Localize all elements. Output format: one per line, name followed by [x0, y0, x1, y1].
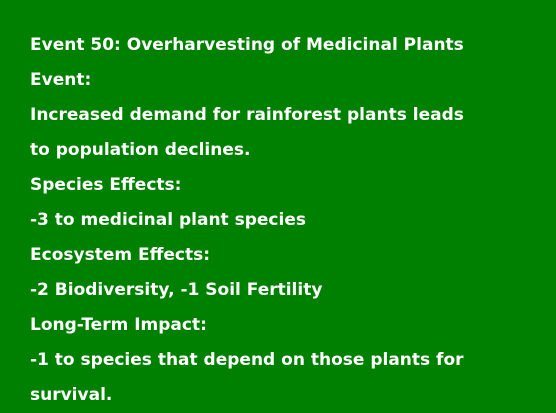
species-effects-label: Species Effects:	[30, 175, 182, 195]
event-label: Event:	[30, 70, 92, 90]
event-title: Event 50: Overharvesting of Medicinal Pl…	[30, 35, 464, 55]
long-term-impact-label: Long-Term Impact:	[30, 315, 207, 335]
long-term-impact-line-2: survival.	[30, 385, 113, 405]
ecosystem-effects-label: Ecosystem Effects:	[30, 245, 211, 265]
ecosystem-effects-text: -2 Biodiversity, -1 Soil Fertility	[30, 280, 323, 300]
event-description-line-2: to population declines.	[30, 140, 251, 160]
long-term-impact-line-1: -1 to species that depend on those plant…	[30, 350, 464, 370]
species-effects-text: -3 to medicinal plant species	[30, 210, 306, 230]
event-description-line-1: Increased demand for rainforest plants l…	[30, 105, 464, 125]
